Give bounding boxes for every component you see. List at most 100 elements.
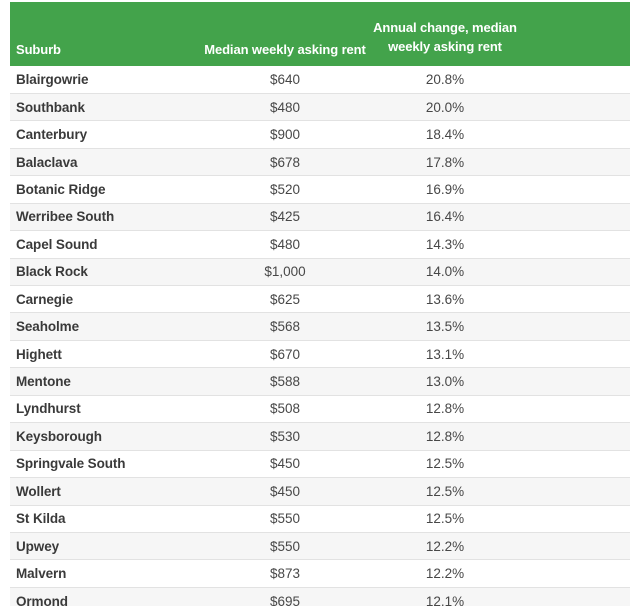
- table-row: Black Rock $1,000 14.0%: [10, 257, 630, 286]
- suburb-cell: Seaholme: [10, 312, 200, 341]
- spacer-cell: [520, 120, 630, 149]
- table-row: Keysborough $530 12.8%: [10, 422, 630, 451]
- suburb-cell: Black Rock: [10, 257, 200, 286]
- column-header-rent-label: Median weekly asking rent: [204, 42, 366, 57]
- spacer-cell: [520, 92, 630, 121]
- suburb-cell: Wollert: [10, 477, 200, 505]
- spacer-cell: [520, 422, 630, 451]
- suburb-cell: Canterbury: [10, 120, 200, 149]
- change-cell: 18.4%: [370, 120, 520, 149]
- suburb-cell: Mentone: [10, 367, 200, 396]
- column-header-spacer: [520, 2, 630, 66]
- change-cell: 12.5%: [370, 504, 520, 533]
- spacer-cell: [520, 586, 630, 606]
- suburb-cell: Springvale South: [10, 449, 200, 478]
- table-row: Balaclava $678 17.8%: [10, 147, 630, 176]
- column-header-suburb-label: Suburb: [16, 42, 61, 57]
- suburb-cell: Blairgowrie: [16, 71, 89, 87]
- table-row: Botanic Ridge $520 16.9%: [10, 175, 630, 204]
- rent-cell: $678: [200, 147, 370, 176]
- change-cell: 12.8%: [370, 394, 520, 423]
- table-row: Seaholme $568 13.5%: [10, 312, 630, 341]
- table-row: Capel Sound $480 14.3%: [10, 230, 630, 259]
- column-header-rent: Median weekly asking rent: [200, 2, 370, 66]
- suburb-cell: Lyndhurst: [10, 394, 200, 423]
- rent-cell: $670: [200, 339, 370, 368]
- change-cell: 12.2%: [370, 531, 520, 560]
- rent-table: Suburb Median weekly asking rent Annual …: [10, 2, 630, 606]
- change-cell: 12.5%: [370, 449, 520, 478]
- suburb-cell: Balaclava: [10, 147, 200, 176]
- rent-cell: $568: [200, 312, 370, 341]
- spacer-cell: [520, 147, 630, 176]
- spacer-cell: [520, 367, 630, 396]
- table-row: Carnegie $625 13.6%: [10, 284, 630, 313]
- rent-cell: $520: [200, 175, 370, 204]
- change-cell: 20.8%: [425, 71, 465, 87]
- spacer-cell: [520, 531, 630, 560]
- column-header-suburb: Suburb: [10, 2, 200, 66]
- spacer-cell: [520, 66, 630, 93]
- spacer-cell: [520, 257, 630, 286]
- rent-cell: $425: [200, 202, 370, 231]
- table-container: Suburb Median weekly asking rent Annual …: [10, 2, 630, 606]
- rent-cell: $588: [200, 367, 370, 396]
- column-header-change: Annual change, median weekly asking rent: [370, 2, 520, 66]
- rent-cell: $550: [200, 504, 370, 533]
- suburb-cell: Capel Sound: [10, 230, 200, 259]
- spacer-cell: [520, 504, 630, 533]
- suburb-cell: Upwey: [10, 531, 200, 560]
- rent-cell: $508: [200, 394, 370, 423]
- table-header: Suburb Median weekly asking rent Annual …: [10, 2, 630, 66]
- table-row: Werribee South $425 16.4%: [10, 202, 630, 231]
- change-cell: 17.8%: [370, 147, 520, 176]
- table-header-row: Suburb Median weekly asking rent Annual …: [10, 2, 630, 66]
- spacer-cell: [520, 477, 630, 505]
- change-cell: 12.1%: [370, 586, 520, 606]
- spacer-cell: [520, 175, 630, 204]
- rent-cell: $530: [200, 422, 370, 451]
- rent-cell: $873: [200, 559, 370, 588]
- change-cell: 16.4%: [370, 202, 520, 231]
- table-row: Blairgowrie $640 20.8%: [10, 66, 630, 94]
- table-row: Canterbury $900 18.4%: [10, 120, 630, 149]
- rent-cell: $1,000: [200, 257, 370, 286]
- spacer-cell: [520, 202, 630, 231]
- spacer-cell: [520, 449, 630, 478]
- suburb-cell: Keysborough: [10, 422, 200, 451]
- rent-cell: $695: [200, 586, 370, 606]
- change-cell: 14.3%: [370, 230, 520, 259]
- suburb-cell: Botanic Ridge: [10, 175, 200, 204]
- suburb-cell: Malvern: [10, 559, 200, 588]
- change-cell: 12.2%: [370, 559, 520, 588]
- change-cell: 12.8%: [370, 422, 520, 451]
- change-cell: 20.0%: [370, 92, 520, 121]
- rent-cell: $640: [269, 71, 301, 87]
- rent-cell: $625: [200, 284, 370, 313]
- spacer-cell: [520, 312, 630, 341]
- suburb-cell: Ormond: [10, 586, 200, 606]
- table-row: Lyndhurst $508 12.8%: [10, 394, 630, 423]
- rent-cell: $480: [200, 230, 370, 259]
- rent-cell: $450: [200, 477, 370, 505]
- table-row: Ormond $695 12.1%: [10, 586, 630, 606]
- suburb-cell: Southbank: [10, 92, 200, 121]
- rent-cell: $900: [200, 120, 370, 149]
- rent-cell: $550: [200, 531, 370, 560]
- column-header-change-label: Annual change, median weekly asking rent: [373, 20, 517, 55]
- spacer-cell: [520, 284, 630, 313]
- table-body: Blairgowrie $640 20.8% Southbank $480 20…: [10, 66, 630, 606]
- spacer-cell: [520, 394, 630, 423]
- change-cell: 13.5%: [370, 312, 520, 341]
- change-cell: 13.1%: [370, 339, 520, 368]
- table-row: Southbank $480 20.0%: [10, 92, 630, 121]
- rent-cell: $480: [200, 92, 370, 121]
- spacer-cell: [520, 230, 630, 259]
- change-cell: 12.5%: [370, 477, 520, 505]
- change-cell: 14.0%: [370, 257, 520, 286]
- table-row: St Kilda $550 12.5%: [10, 504, 630, 533]
- change-cell: 13.6%: [370, 284, 520, 313]
- spacer-cell: [520, 559, 630, 588]
- spacer-cell: [520, 339, 630, 368]
- suburb-cell: St Kilda: [10, 504, 200, 533]
